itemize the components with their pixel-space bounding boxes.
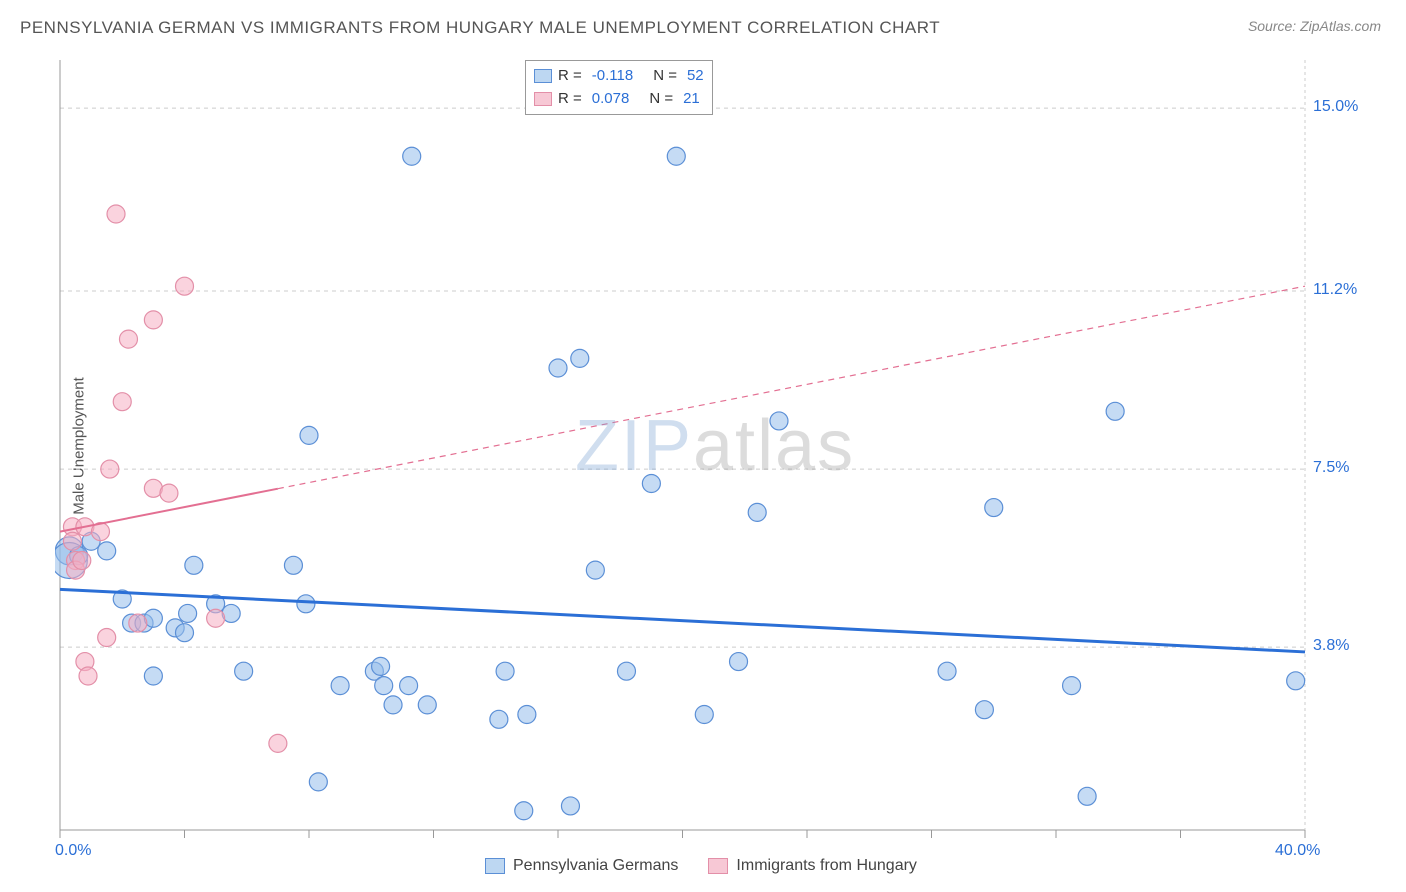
trend-line-dashed: [278, 286, 1305, 488]
data-point: [1287, 672, 1305, 690]
data-point: [235, 662, 253, 680]
data-point: [284, 556, 302, 574]
data-point: [518, 706, 536, 724]
data-point: [400, 677, 418, 695]
plot-area: ZIPatlas R =-0.118N =52R =0.078N =21: [55, 55, 1345, 845]
data-point: [571, 349, 589, 367]
data-point: [985, 499, 1003, 517]
data-point: [179, 604, 197, 622]
data-point: [695, 706, 713, 724]
legend-n-label: N =: [649, 88, 673, 111]
data-point: [98, 542, 116, 560]
data-point: [617, 662, 635, 680]
data-point: [403, 147, 421, 165]
legend-series-label: Pennsylvania Germans: [513, 857, 678, 875]
legend-swatch: [708, 858, 728, 874]
legend-r-value: 0.078: [592, 88, 630, 111]
data-point: [1063, 677, 1081, 695]
data-point: [79, 667, 97, 685]
data-point: [1078, 787, 1096, 805]
legend-n-value: 52: [687, 65, 704, 88]
y-gridline-label: 15.0%: [1313, 98, 1358, 116]
data-point: [144, 311, 162, 329]
legend-r-value: -0.118: [592, 65, 633, 88]
correlation-legend: R = -0.118 N = 52 R = 0.078 N = 21: [525, 60, 713, 115]
legend-n-value: 21: [683, 88, 700, 111]
chart-title: PENNSYLVANIA GERMAN VS IMMIGRANTS FROM H…: [20, 18, 940, 38]
data-point: [63, 532, 81, 550]
data-point: [113, 393, 131, 411]
data-point: [331, 677, 349, 695]
data-point: [586, 561, 604, 579]
data-point: [119, 330, 137, 348]
data-point: [938, 662, 956, 680]
x-axis-max-label: 40.0%: [1275, 842, 1320, 860]
legend-stat-row: R = -0.118 N = 52: [534, 65, 704, 88]
source-attribution: Source: ZipAtlas.com: [1248, 18, 1381, 34]
data-point: [269, 734, 287, 752]
data-point: [185, 556, 203, 574]
legend-r-label: R =: [558, 65, 582, 88]
legend-swatch: [485, 858, 505, 874]
data-point: [515, 802, 533, 820]
data-point: [975, 701, 993, 719]
data-point: [549, 359, 567, 377]
data-point: [101, 460, 119, 478]
data-point: [1106, 402, 1124, 420]
data-point: [372, 657, 390, 675]
data-point: [770, 412, 788, 430]
legend-swatch: [534, 92, 552, 106]
series-legend: Pennsylvania Germans Immigrants from Hung…: [485, 857, 917, 875]
trend-line: [60, 589, 1305, 652]
data-point: [129, 614, 147, 632]
chart-container: PENNSYLVANIA GERMAN VS IMMIGRANTS FROM H…: [0, 0, 1406, 892]
data-point: [98, 629, 116, 647]
y-gridline-label: 3.8%: [1313, 637, 1349, 655]
source-name: ZipAtlas.com: [1300, 18, 1381, 34]
data-point: [300, 426, 318, 444]
legend-series-item: Immigrants from Hungary: [708, 857, 917, 875]
data-point: [748, 503, 766, 521]
x-axis-min-label: 0.0%: [55, 842, 91, 860]
legend-n-label: N =: [653, 65, 677, 88]
data-point: [384, 696, 402, 714]
data-point: [490, 710, 508, 728]
data-point: [496, 662, 514, 680]
data-point: [561, 797, 579, 815]
plot-svg: [55, 55, 1345, 845]
data-point: [160, 484, 178, 502]
data-point: [730, 653, 748, 671]
data-point: [418, 696, 436, 714]
data-point: [309, 773, 327, 791]
source-prefix: Source:: [1248, 18, 1300, 34]
legend-stat-row: R = 0.078 N = 21: [534, 88, 704, 111]
data-point: [73, 552, 91, 570]
data-point: [144, 667, 162, 685]
data-point: [107, 205, 125, 223]
y-gridline-label: 7.5%: [1313, 459, 1349, 477]
y-gridline-label: 11.2%: [1313, 281, 1357, 299]
data-point: [667, 147, 685, 165]
data-point: [176, 277, 194, 295]
data-point: [642, 475, 660, 493]
legend-r-label: R =: [558, 88, 582, 111]
data-point: [176, 624, 194, 642]
data-point: [375, 677, 393, 695]
data-point: [297, 595, 315, 613]
legend-series-item: Pennsylvania Germans: [485, 857, 678, 875]
legend-swatch: [534, 69, 552, 83]
data-point: [207, 609, 225, 627]
legend-series-label: Immigrants from Hungary: [736, 857, 917, 875]
